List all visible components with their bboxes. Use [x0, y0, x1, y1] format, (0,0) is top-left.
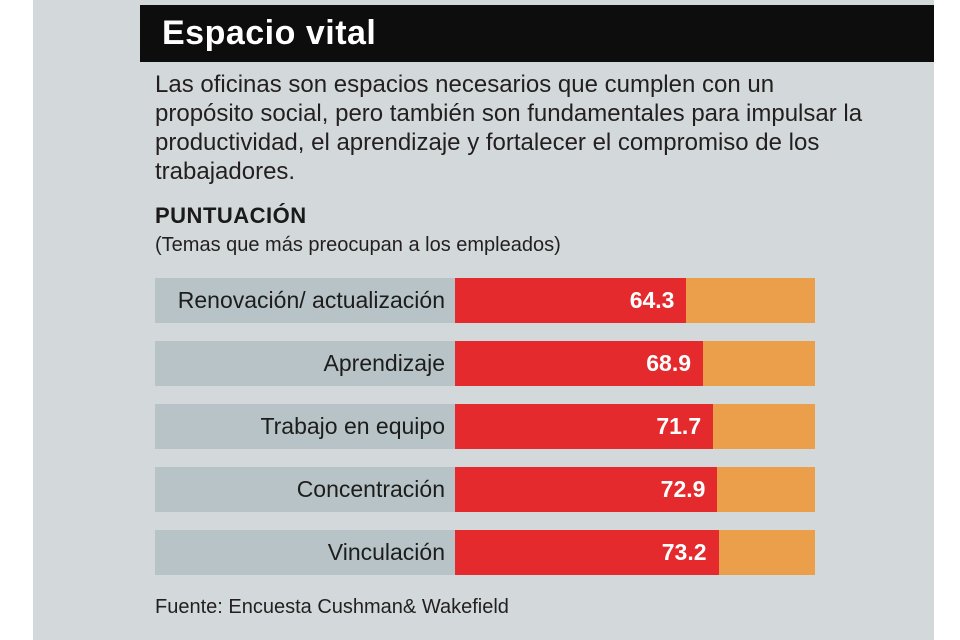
page-title: Espacio vital — [162, 14, 377, 52]
chart-row: Vinculación 73.2 — [155, 530, 815, 575]
bar-value-segment: 73.2 — [455, 530, 719, 575]
section-subheading: (Temas que más preocupan a los empleados… — [155, 234, 561, 256]
chart-rows: Renovación/ actualización 64.3 Aprendizaje… — [155, 278, 815, 593]
chart-row: Concentración 72.9 — [155, 467, 815, 512]
chart-row: Trabajo en equipo 71.7 — [155, 404, 815, 449]
bar-value-text: 64.3 — [629, 287, 675, 313]
bar-track: 73.2 — [455, 530, 815, 575]
chart-row: Aprendizaje 68.9 — [155, 341, 815, 386]
bar-value-segment: 72.9 — [455, 467, 718, 512]
header-bar: Espacio vital — [140, 5, 934, 62]
bar-category-label: Concentración — [155, 467, 455, 512]
bar-value-segment: 68.9 — [455, 341, 704, 386]
infographic-panel: Espacio vital Las oficinas son espacios … — [33, 0, 934, 640]
section-heading: PUNTUACIÓN — [155, 203, 307, 228]
bar-track: 71.7 — [455, 404, 815, 449]
bar-value-text: 72.9 — [660, 476, 706, 502]
bar-track: 68.9 — [455, 341, 815, 386]
chart-row: Renovación/ actualización 64.3 — [155, 278, 815, 323]
intro-text: Las oficinas son espacios necesarios que… — [155, 71, 863, 185]
bar-category-label: Vinculación — [155, 530, 455, 575]
bar-category-label: Aprendizaje — [155, 341, 455, 386]
bar-category-label: Trabajo en equipo — [155, 404, 455, 449]
bar-value-segment: 71.7 — [455, 404, 714, 449]
right-margin — [934, 0, 960, 640]
bar-track: 64.3 — [455, 278, 815, 323]
bar-value-text: 68.9 — [646, 350, 692, 376]
bar-track: 72.9 — [455, 467, 815, 512]
source-text: Fuente: Encuesta Cushman& Wakefield — [155, 596, 509, 618]
bar-category-label: Renovación/ actualización — [155, 278, 455, 323]
bar-value-segment: 64.3 — [455, 278, 687, 323]
left-margin — [0, 0, 33, 640]
bar-value-text: 73.2 — [661, 539, 707, 565]
bar-value-text: 71.7 — [656, 413, 702, 439]
